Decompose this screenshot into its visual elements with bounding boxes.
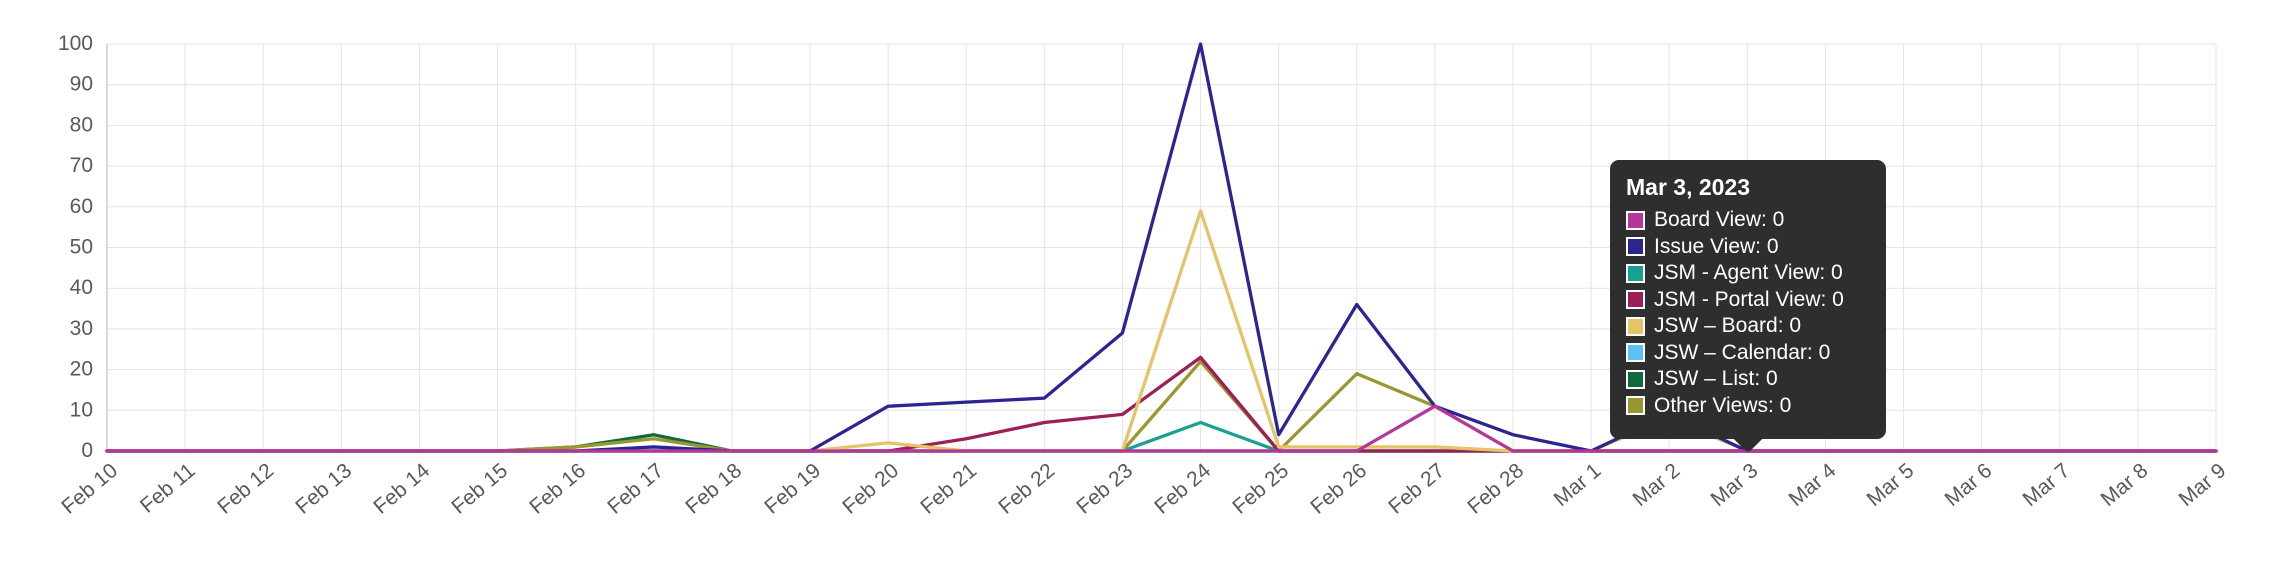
svg-text:60: 60 [70,195,93,218]
svg-text:10: 10 [70,398,93,421]
svg-text:30: 30 [70,317,93,340]
svg-text:0: 0 [81,439,93,462]
svg-text:20: 20 [70,358,93,381]
svg-text:80: 80 [70,113,93,136]
svg-text:70: 70 [70,154,93,177]
svg-text:100: 100 [58,32,93,55]
svg-text:50: 50 [70,236,93,259]
svg-text:40: 40 [70,276,93,299]
svg-text:90: 90 [70,73,93,96]
